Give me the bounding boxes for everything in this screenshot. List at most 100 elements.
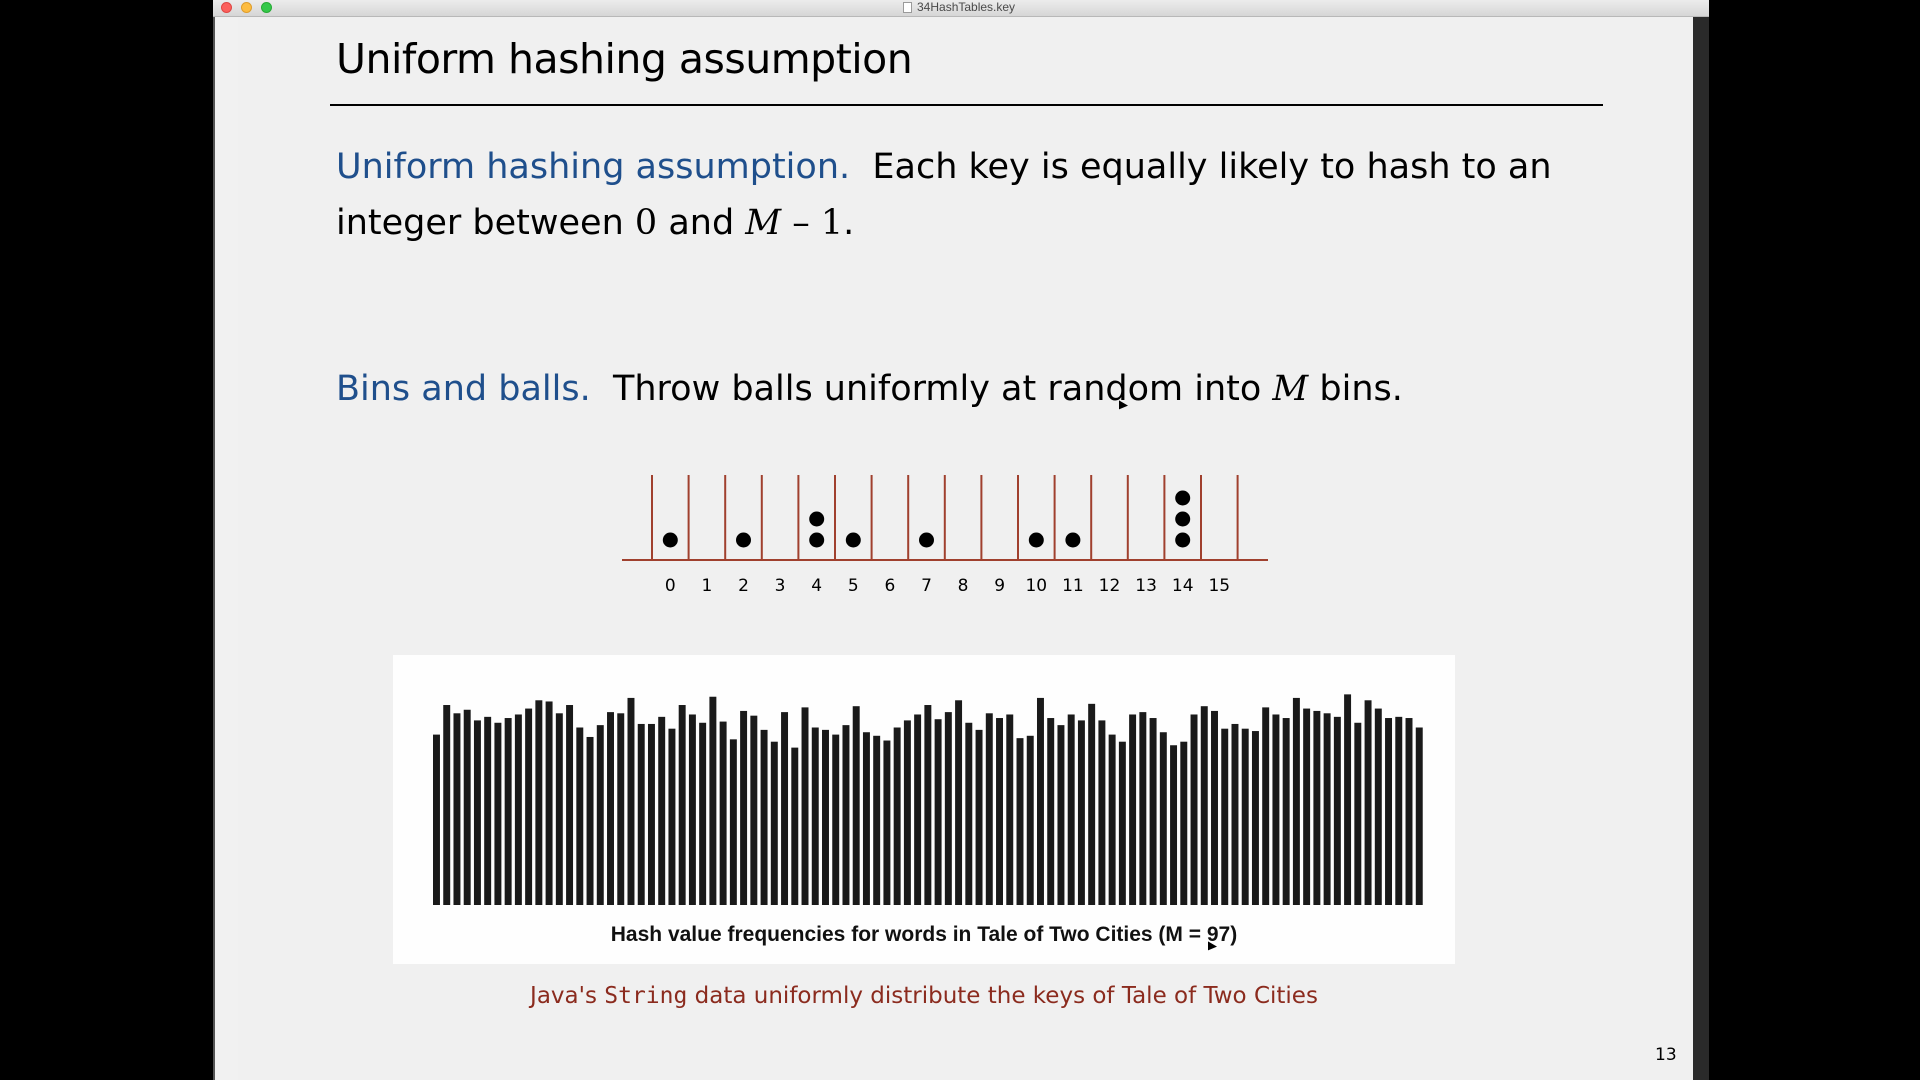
para1-text-a: Each key is equally likely to hash to an [850,147,1552,187]
frequency-bar [985,713,993,905]
slide-number: 13 [1655,1045,1677,1065]
frequency-bar [1231,723,1239,905]
frequency-bar [873,735,881,905]
zoom-window-button[interactable] [261,2,272,13]
bin-label: 3 [775,576,786,596]
frequency-bar [514,714,522,905]
frequency-bar [668,728,676,905]
frequency-bar [504,718,512,905]
para2-text-a: Throw balls uniformly at random into [590,369,1273,409]
slide-canvas: Uniform hashing assumption Uniform hashi… [238,17,1693,1080]
frequency-bar [781,712,789,905]
frequency-bar [842,725,850,905]
close-window-button[interactable] [221,2,232,13]
bin-label: 5 [848,576,859,596]
bin-label: 11 [1062,576,1084,596]
frequency-bar [760,729,768,905]
frequency-bar [586,736,594,905]
bin-label: 1 [701,576,712,596]
frequency-bar [566,705,574,905]
para1-period: . [843,203,855,243]
frequency-bar [862,732,870,905]
frequency-bar [944,712,952,905]
bins-and-balls-term: Bins and balls. [336,369,591,409]
bins-and-balls-paragraph: Bins and balls. Throw balls uniformly at… [336,361,1403,417]
frequency-bar [576,727,584,905]
ball [1065,532,1081,548]
frequency-bar [1190,714,1198,905]
frequency-bar [484,716,492,905]
bin-label: 10 [1025,576,1047,596]
ball [809,511,825,527]
para1-and: and [657,203,746,243]
frequency-bar [699,722,707,905]
frequency-bar [903,720,911,905]
window-title: 34HashTables.key [917,0,1016,14]
frequency-bar [1211,710,1218,905]
uniform-hashing-paragraph: Uniform hashing assumption. Each key is … [336,139,1552,251]
frequency-bar [1036,697,1044,905]
footer-pre: Java's [530,983,605,1009]
frequency-bar [1251,731,1259,905]
ball [1175,532,1191,548]
frequency-bar [1272,714,1280,905]
bin-label: 0 [665,576,676,596]
frequency-bar [1395,716,1403,905]
slide-title: Uniform hashing assumption [336,35,913,83]
bin-label: 2 [738,576,749,596]
frequency-bar [525,708,533,905]
frequency-bar [1057,725,1065,905]
frequency-bar [545,701,553,905]
title-divider [330,104,1603,106]
frequency-bar [832,734,840,905]
frequency-bar [801,707,809,905]
minimize-window-button[interactable] [241,2,252,13]
frequency-bar [1374,708,1382,905]
ball [919,532,934,548]
m-symbol: M [745,203,782,243]
frequency-bar [1221,728,1229,905]
frequency-bar [770,741,778,905]
frequency-bar [996,718,1004,905]
frequency-bar [1303,708,1311,905]
frequency-bar [1016,738,1024,905]
frequency-bar [1415,727,1423,905]
window-titlebar: 34HashTables.key [213,0,1709,17]
bin-label: 12 [1099,576,1121,596]
chart-caption: Hash value frequencies for words in Tale… [610,923,1238,946]
frequency-bar [1262,707,1270,905]
bin-label: 4 [811,576,822,596]
frequency-bar [729,739,737,905]
uniform-hashing-term: Uniform hashing assumption. [336,147,851,187]
frequency-bar [1170,745,1178,905]
frequency-bar [443,705,451,905]
m-symbol: M [1272,369,1309,409]
bin-label: 6 [884,576,895,596]
ball [662,532,678,548]
frequency-bar [688,714,696,905]
frequency-bar [494,722,502,905]
frequency-bar [1026,735,1034,905]
frequency-bar [1098,720,1106,905]
para2-text-b: bins. [1308,369,1403,409]
frequency-bar [596,725,604,905]
footer-post: data uniformly distribute the keys of Ta… [687,983,1318,1009]
frequency-bar [1047,718,1055,905]
frequency-bar [934,719,942,905]
frequency-bar [965,722,973,905]
frequency-bar [617,713,625,905]
frequency-bar [1149,718,1157,905]
frequency-bar [822,729,829,905]
frequency-bar [1282,718,1290,905]
frequency-bar [1088,703,1096,905]
frequency-bar [555,713,563,905]
frequency-bar [852,706,860,905]
frequency-bar [1292,697,1300,905]
frequency-bar [914,714,922,905]
footer-code: String [604,983,688,1009]
frequency-bar [883,740,891,905]
frequency-bar [1118,741,1126,905]
frequency-bar [463,709,471,905]
frequency-bar [1129,714,1137,905]
frequency-bar [1405,718,1413,905]
